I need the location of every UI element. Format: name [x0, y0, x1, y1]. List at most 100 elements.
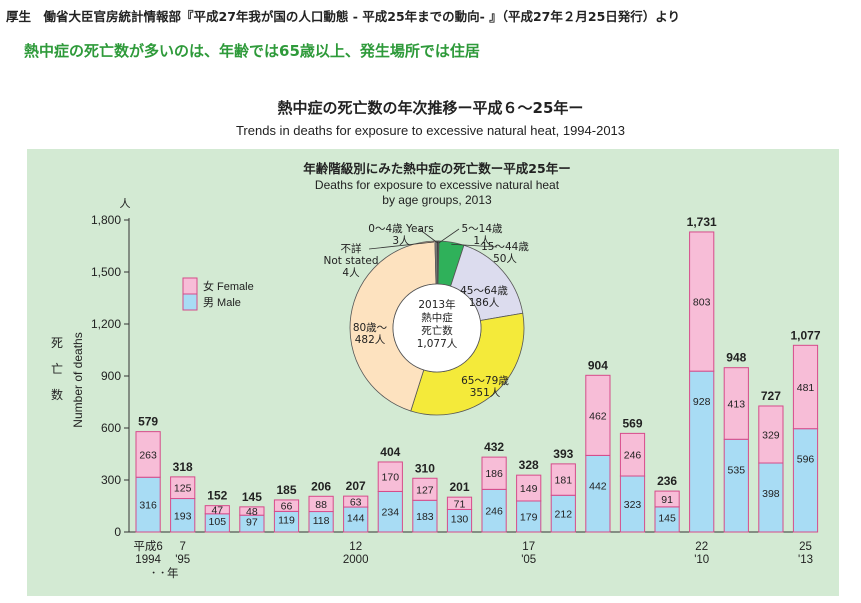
bar-male: [654, 506, 680, 533]
bar-male-label: 179: [520, 511, 538, 523]
bar-female-label: 63: [350, 497, 362, 509]
pie-title-ja: 年齢階級別にみた熱中症の死亡数ー平成25年ー: [303, 161, 570, 176]
x-suffix-dots: ・・: [149, 569, 167, 579]
bar-female: [723, 367, 749, 440]
bar-male-label: 130: [451, 514, 469, 526]
y-unit-label: 人: [120, 197, 131, 210]
pie-center-text: 熱中症: [421, 311, 453, 324]
pie-leader-line: [438, 228, 460, 244]
bar-female: [446, 496, 473, 510]
pie-slice-label: 45～64歳: [460, 285, 508, 297]
x-tick-label: 12: [349, 541, 362, 553]
pie-slice-label: 4人: [342, 267, 360, 279]
bar-total-label: 206: [311, 479, 331, 493]
y-tick-label: 1,500: [91, 265, 121, 279]
legend-label-male: 男 Male: [203, 297, 241, 309]
bar-male: [343, 506, 369, 533]
bar-female-label: 481: [797, 382, 815, 394]
bar-male-label: 442: [589, 480, 607, 492]
x-tick-label: 平成6: [133, 540, 162, 553]
bar-male-label: 119: [278, 515, 295, 527]
x-tick-label: 22: [695, 541, 708, 553]
bar-male: [481, 488, 507, 533]
x-tick-label: '13: [798, 554, 813, 566]
bar-total-label: 318: [173, 460, 193, 474]
pie-center-hole: [392, 283, 482, 373]
bar-female: [654, 490, 680, 508]
pie-title-en: Deaths for exposure to excessive natural…: [315, 178, 560, 192]
bar-female-label: 149: [520, 483, 538, 495]
bar-male: [758, 462, 784, 533]
bar-female: [689, 231, 715, 372]
bar-female-label: 186: [485, 468, 503, 480]
headline: 熱中症の死亡数が多いのは、年齢では65歳以上、発生場所では住居: [24, 42, 480, 60]
y-tick-label: 600: [101, 421, 121, 435]
x-tick-label: 2000: [343, 554, 369, 566]
bar-female: [758, 405, 784, 464]
bar-female-label: 246: [624, 450, 642, 462]
pie-slice-label: 80歳～: [353, 322, 388, 334]
pie-leader-line: [418, 228, 438, 244]
bar-female: [170, 476, 196, 500]
y-tick-label: 900: [101, 369, 121, 383]
bar-male-label: 193: [174, 510, 192, 522]
y-axis-title-en: Number of deaths: [71, 332, 85, 427]
bar-female-label: 263: [139, 449, 157, 461]
bar-total-label: 432: [484, 440, 504, 454]
bar-total-label: 904: [588, 358, 608, 372]
bar-total-label: 236: [657, 474, 677, 488]
bar-female-label: 48: [246, 506, 258, 518]
pie-center-text: 死亡数: [421, 324, 453, 337]
bar-male: [689, 370, 715, 533]
bar-total-label: 393: [553, 447, 573, 461]
pie-center-text: 2013年: [418, 298, 455, 311]
x-tick-label: '10: [694, 554, 709, 566]
legend-swatch-female: [182, 277, 198, 295]
bar-female: [481, 456, 507, 490]
pie-slice-label: 1人: [473, 235, 491, 247]
bar-male: [723, 438, 749, 533]
bar-total-label: 152: [207, 489, 227, 503]
y-tick-label: 1,800: [91, 213, 121, 227]
x-tick-label: 17: [522, 541, 535, 553]
bar-total-label: 328: [519, 458, 539, 472]
bar-male-label: 246: [485, 506, 503, 518]
x-tick-label: 7: [179, 541, 185, 553]
pie-slice-label: 0～4歳 Years: [368, 223, 433, 235]
bar-female-label: 47: [211, 505, 223, 517]
x-tick-label: '95: [175, 554, 190, 566]
bar-male-label: 97: [246, 517, 258, 529]
bar-male-label: 323: [624, 499, 642, 511]
bar-male-label: 105: [209, 516, 227, 528]
legend-label-female: 女 Female: [203, 279, 254, 293]
bar-total-label: 579: [138, 415, 158, 429]
legend-swatch-male: [182, 293, 198, 311]
bar-total-label: 727: [761, 389, 781, 403]
bar-female: [550, 463, 576, 496]
bar-female: [239, 506, 265, 516]
x-suffix-label: 年: [167, 566, 179, 580]
bar-male-label: 535: [728, 464, 746, 476]
chart-title: 熱中症の死亡数の年次推移ー平成６～25年ー: [277, 99, 584, 117]
bar-female: [343, 495, 369, 508]
bar-total-label: 948: [726, 351, 746, 365]
bar-female: [204, 505, 230, 515]
bar-female-label: 88: [315, 499, 327, 511]
bar-female: [412, 477, 438, 501]
bar-female: [273, 499, 300, 512]
bar-male: [550, 494, 576, 533]
bar-total-label: 207: [346, 479, 366, 493]
y-tick-label: 300: [101, 473, 121, 487]
bar-male: [377, 490, 403, 533]
pie-slice-label: 186人: [469, 297, 500, 309]
bar-female: [585, 374, 611, 456]
bar-female-label: 66: [281, 501, 293, 513]
bar-male: [619, 475, 646, 533]
source-line: 厚生 働省大臣官房統計情報部『平成27年我が国の人口動態 - 平成25年までの動…: [6, 9, 681, 24]
pie-slice-label: 5～14歳: [461, 223, 503, 235]
bar-female-label: 170: [382, 472, 400, 484]
bar-male: [792, 428, 819, 533]
y-axis-title-ja: 数: [51, 387, 63, 402]
y-tick-label: 0: [114, 525, 121, 539]
